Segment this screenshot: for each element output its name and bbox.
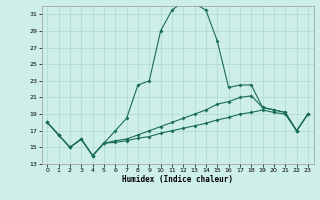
X-axis label: Humidex (Indice chaleur): Humidex (Indice chaleur): [122, 175, 233, 184]
